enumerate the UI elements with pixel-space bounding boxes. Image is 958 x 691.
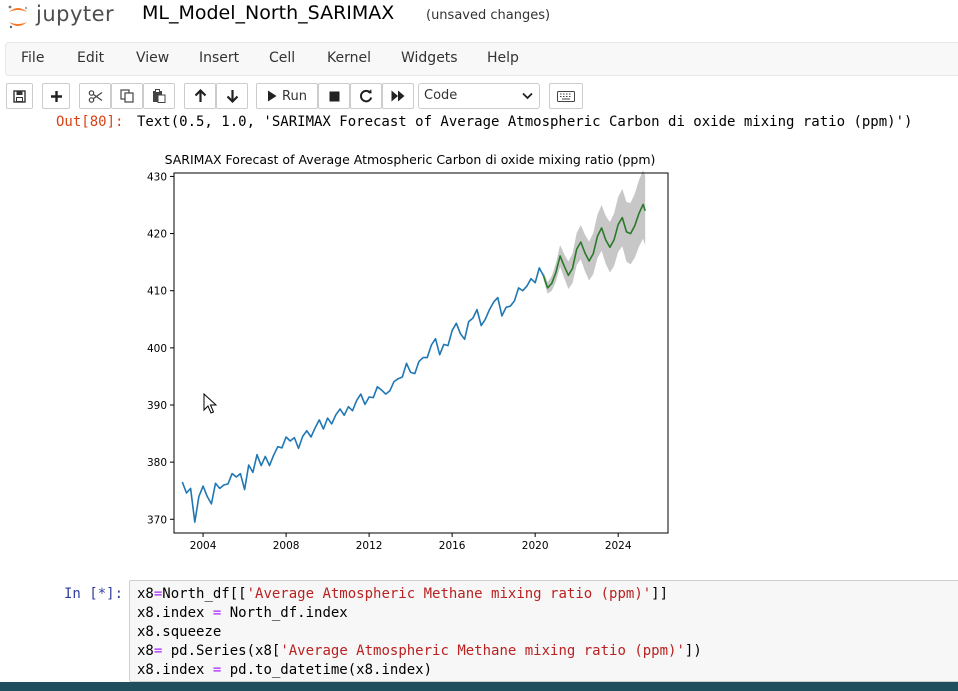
save-button[interactable] [6,83,33,109]
stop-icon [329,91,339,101]
run-button[interactable]: Run [256,83,318,109]
move-up-button[interactable] [184,83,216,109]
plus-icon [50,90,62,102]
jupyter-logo[interactable]: jupyter [6,2,126,30]
menu-kernel[interactable]: Kernel [327,50,371,66]
code-line: x8= pd.Series(x8['Average Atmospheric Me… [137,643,702,659]
y-tick-label: 390 [147,400,167,412]
toolbar: Run Code [0,80,958,114]
plot-frame [173,172,669,534]
output-prompt: Out[80]: [56,114,124,130]
cell-type-select[interactable]: Code [418,83,540,109]
menu-bar: File Edit View Insert Cell Kernel Widget… [5,42,958,76]
y-tick-label: 380 [147,457,167,469]
chart-svg: SARIMAX Forecast of Average Atmospheric … [147,152,669,552]
forecast-chart: SARIMAX Forecast of Average Atmospheric … [130,148,690,560]
confidence-band [543,170,646,294]
save-status: (unsaved changes) [426,8,551,23]
menu-view[interactable]: View [136,50,170,66]
x-tick-label: 2016 [439,540,466,552]
menu-help[interactable]: Help [487,50,519,66]
code-line: x8.index = pd.to_datetime(x8.index) [137,662,433,678]
keyboard-icon [557,90,575,102]
y-tick-label: 410 [147,286,167,298]
cell-type-value: Code [424,88,458,103]
interrupt-button[interactable] [318,83,350,109]
menu-cell[interactable]: Cell [269,50,296,66]
chevron-down-icon [522,92,533,100]
scissors-icon [88,89,102,103]
chart-title: SARIMAX Forecast of Average Atmospheric … [165,152,656,167]
os-taskbar [0,682,958,691]
x-tick-label: 2008 [273,540,300,552]
y-tick-label: 420 [147,229,167,241]
move-down-button[interactable] [216,83,248,109]
copy-button[interactable] [111,83,143,109]
menu-edit[interactable]: Edit [77,50,105,66]
arrow-down-icon [226,90,238,103]
fast-forward-icon [391,90,405,102]
menu-insert[interactable]: Insert [199,50,240,66]
code-line: x8=North_df[['Average Atmospheric Methan… [137,586,669,602]
menu-file[interactable]: File [21,50,45,66]
input-prompt: In [*]: [64,586,124,602]
restart-icon [360,89,373,103]
y-tick-label: 400 [147,343,167,355]
code-line: x8.index = North_df.index [137,605,348,621]
arrow-up-icon [194,89,206,102]
code-line: x8.squeeze [137,624,222,640]
restart-run-all-button[interactable] [382,83,414,109]
run-button-label: Run [282,88,307,104]
save-icon [13,89,26,103]
notebook-name[interactable]: ML_Model_North_SARIMAX [142,2,395,24]
axes-layer: 2004 2008 2012 2016 2020 2024 370 380 390 400 410 4… [147,171,669,552]
insert-cell-button[interactable] [42,83,70,109]
x-tick-label: 2024 [605,540,632,552]
series-layer [181,203,646,523]
restart-button[interactable] [350,83,382,109]
menu-widgets[interactable]: Widgets [401,50,458,66]
mouse-cursor-icon [203,393,217,414]
jupyter-logo-icon [8,5,28,29]
cut-button[interactable] [79,83,111,109]
notebook-header: jupyter ML_Model_North_SARIMAX (unsaved … [0,0,958,36]
forecast-series-line [542,203,646,289]
play-icon [268,90,277,102]
copy-icon [120,89,134,103]
y-tick-label: 370 [147,514,167,526]
paste-icon [153,89,166,103]
paste-button[interactable] [143,83,175,109]
command-palette-button[interactable] [549,83,583,109]
confidence-band-layer [543,170,646,294]
x-tick-label: 2012 [356,540,383,552]
x-tick-label: 2020 [522,540,549,552]
code-cell-editor[interactable]: x8=North_df[['Average Atmospheric Methan… [129,580,958,682]
y-tick-label: 430 [147,171,167,183]
observed-series-line [181,267,545,523]
output-text: Text(0.5, 1.0, 'SARIMAX Forecast of Aver… [137,114,913,130]
x-tick-label: 2004 [190,540,217,552]
jupyter-logo-text: jupyter [36,2,115,26]
